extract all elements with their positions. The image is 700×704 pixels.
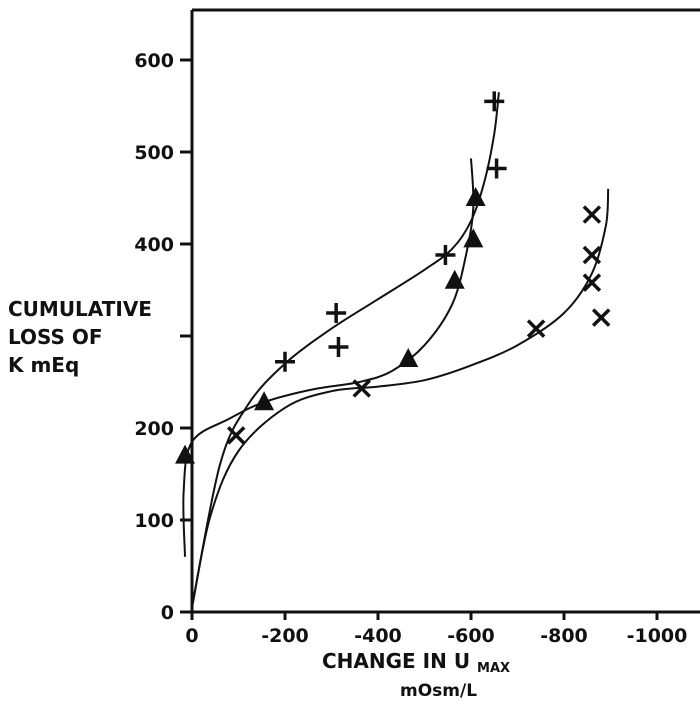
y-tick-label: 200 (134, 418, 174, 440)
fitted-curves (183, 92, 608, 607)
data-point-cross (584, 207, 600, 223)
curve-cross-series (192, 189, 608, 608)
x-tick-label: 0 (185, 625, 198, 647)
x-ticks: 0 -200 -400 -600 -800 -1000 (185, 612, 687, 647)
y-tick-label: 0 (161, 602, 174, 624)
x-tick-label: -600 (447, 625, 495, 647)
y-tick-label: 500 (134, 142, 174, 164)
data-point-cross (593, 310, 609, 326)
x-axis-label-main: CHANGE IN U (322, 649, 470, 673)
x-axis-label-subscript: MAX (477, 661, 510, 676)
data-point-cross (584, 247, 600, 263)
data-point-plus (328, 337, 348, 357)
data-point-triangle (398, 348, 418, 367)
y-tick-label: 400 (134, 234, 174, 256)
x-tick-label: -400 (354, 625, 402, 647)
y-axis-label-line-1: CUMULATIVE (8, 297, 152, 321)
x-axis-label: CHANGE IN U MAX (322, 649, 510, 676)
y-axis-label-line-3: K mEq (8, 353, 79, 377)
data-point-plus (484, 91, 504, 111)
y-tick-label: 600 (134, 50, 174, 72)
x-tick-label: -1000 (627, 625, 688, 647)
curve-plus-series (192, 92, 499, 607)
y-axis-label-line-2: LOSS OF (8, 325, 103, 349)
y-tick-label: 100 (134, 510, 174, 532)
curve-triangle-series (183, 158, 473, 556)
x-axis-units: mOsm/L (400, 681, 477, 701)
data-markers (175, 91, 609, 463)
x-tick-label: -800 (540, 625, 588, 647)
x-tick-label: -200 (261, 625, 309, 647)
